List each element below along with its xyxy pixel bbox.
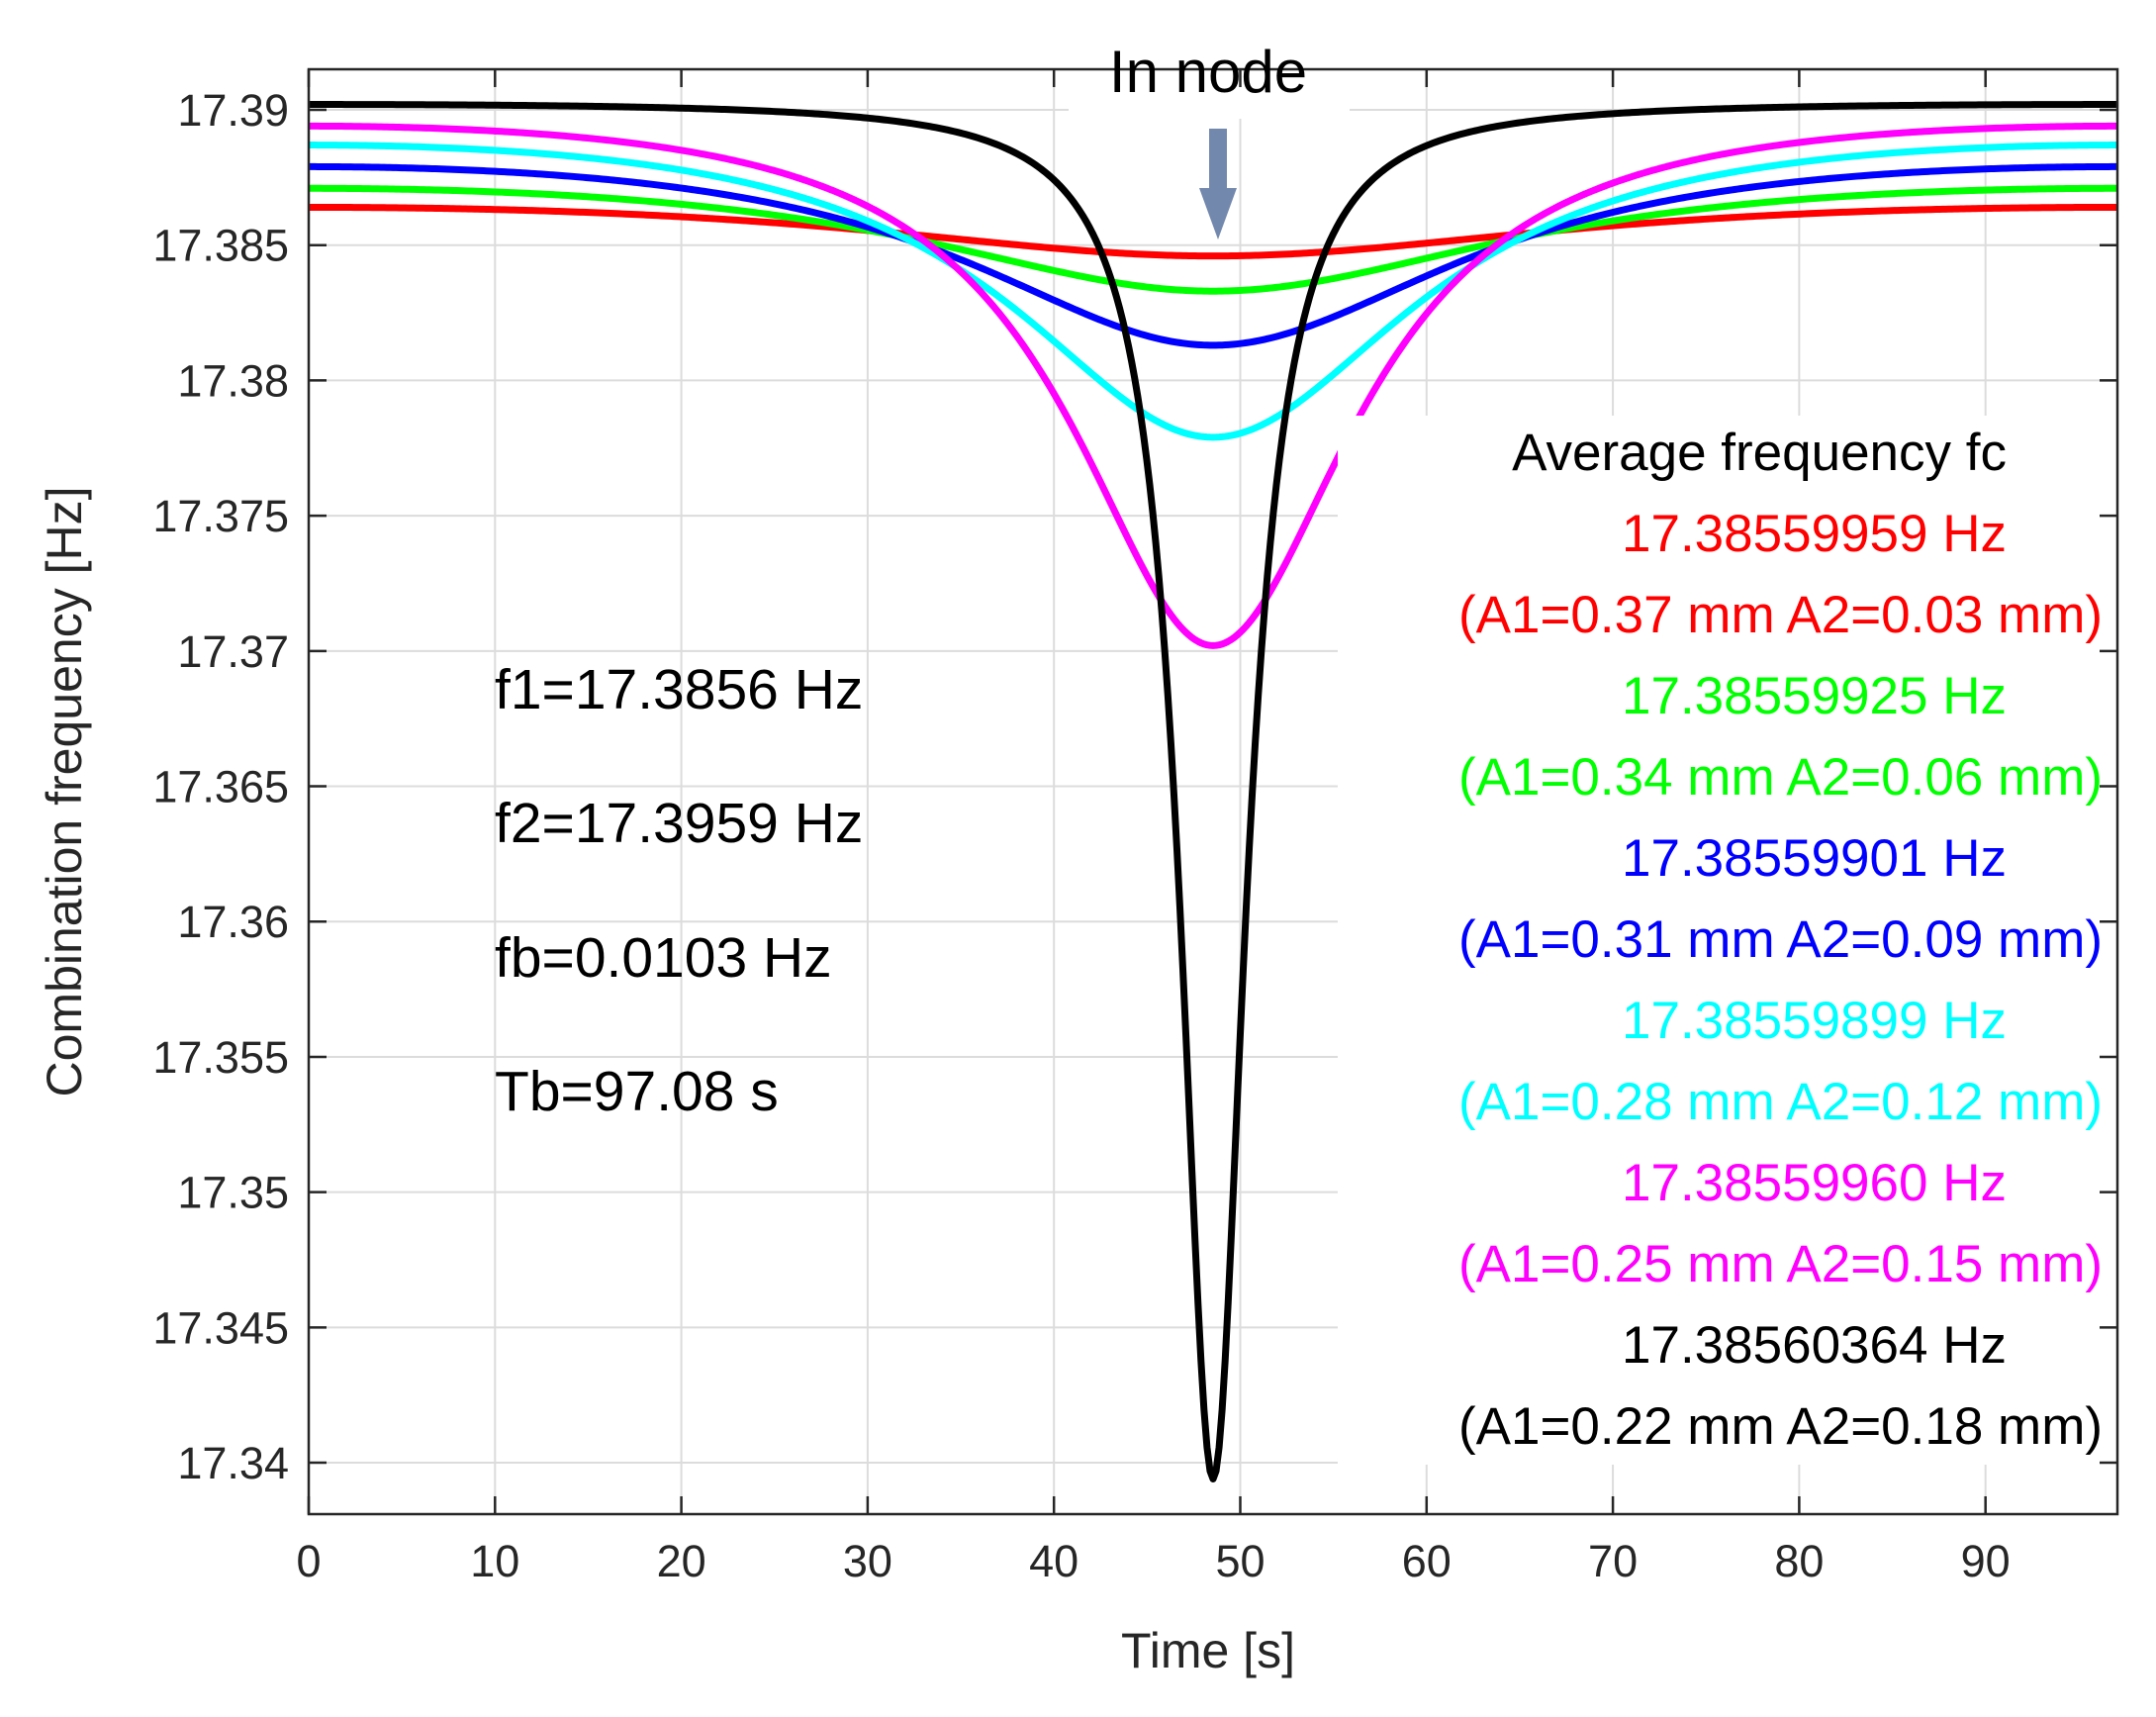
annotation-arrow-shaft (1209, 129, 1227, 188)
annotation-arrow-icon (1199, 129, 1237, 239)
x-tick-label: 90 (1961, 1536, 2011, 1586)
legend-value-5: 17.38559960 Hz (1622, 1154, 2007, 1212)
legend-value-6: 17.38560364 Hz (1622, 1316, 2007, 1375)
param-f2: f2=17.3959 Hz (495, 792, 863, 855)
param-f1: f1=17.3856 Hz (495, 658, 863, 721)
x-tick-label: 80 (1774, 1536, 1824, 1586)
series-line-1 (308, 203, 2118, 260)
ticks: 0 10 20 30 40 50 60 70 80 90 17.34 17.345 17.35 17.35… (152, 69, 2117, 1586)
texts: In node Time [s] Combination frequency [… (37, 39, 2103, 1678)
legend-params-6: (A1=0.22 mm A2=0.18 mm) (1458, 1397, 2103, 1456)
legend-value-4: 17.38559899 Hz (1622, 992, 2007, 1050)
y-axis-label: Combination frequency [Hz] (37, 487, 92, 1097)
y-tick-label: 17.385 (152, 221, 289, 271)
annotation-label: In node (1109, 39, 1307, 105)
series-line-5 (308, 122, 2118, 649)
legend-params-2: (A1=0.34 mm A2=0.06 mm) (1458, 748, 2103, 807)
y-tick-label: 17.39 (177, 85, 289, 136)
legend-title: Average frequency fc (1512, 424, 2007, 482)
x-tick-label: 60 (1402, 1536, 1452, 1586)
series-line-2 (308, 184, 2118, 295)
y-tick-label: 17.37 (177, 626, 289, 677)
x-axis-label: Time [s] (1121, 1623, 1295, 1678)
x-tick-label: 40 (1029, 1536, 1078, 1586)
x-tick-label: 0 (296, 1536, 321, 1586)
x-tick-label: 50 (1215, 1536, 1265, 1586)
legend-params-5: (A1=0.25 mm A2=0.15 mm) (1458, 1235, 2103, 1293)
legend-value-3: 17.38559901 Hz (1622, 829, 2007, 888)
legend-params-4: (A1=0.28 mm A2=0.12 mm) (1458, 1073, 2103, 1131)
legend-value-2: 17.38559925 Hz (1622, 667, 2007, 725)
curves (308, 101, 2118, 1482)
y-tick-label: 17.375 (152, 491, 289, 541)
series-line-4 (308, 142, 2118, 441)
y-tick-label: 17.345 (152, 1302, 289, 1353)
y-tick-label: 17.365 (152, 762, 289, 812)
legend-params-3: (A1=0.31 mm A2=0.09 mm) (1458, 910, 2103, 969)
series-line-6 (308, 101, 2118, 1482)
y-tick-label: 17.36 (177, 897, 289, 947)
param-tb: Tb=97.08 s (495, 1060, 779, 1123)
y-tick-label: 17.34 (177, 1438, 289, 1488)
axes-frame (307, 67, 2119, 1516)
annotation-arrow-head (1199, 188, 1237, 239)
legend-box (1338, 416, 2116, 1465)
legend-params-1: (A1=0.37 mm A2=0.03 mm) (1458, 586, 2103, 644)
param-fb: fb=0.0103 Hz (495, 926, 832, 990)
legend-value-1: 17.38559959 Hz (1622, 505, 2007, 563)
x-tick-label: 30 (843, 1536, 892, 1586)
y-tick-label: 17.35 (177, 1168, 289, 1218)
x-tick-label: 70 (1588, 1536, 1638, 1586)
y-tick-label: 17.38 (177, 355, 289, 406)
x-tick-label: 10 (470, 1536, 519, 1586)
series-line-3 (308, 162, 2118, 349)
y-tick-label: 17.355 (152, 1032, 289, 1083)
x-tick-label: 20 (657, 1536, 706, 1586)
legend-entries: 17.38559959 Hz (A1=0.37 mm A2=0.03 mm) 17.… (1458, 505, 2103, 1456)
